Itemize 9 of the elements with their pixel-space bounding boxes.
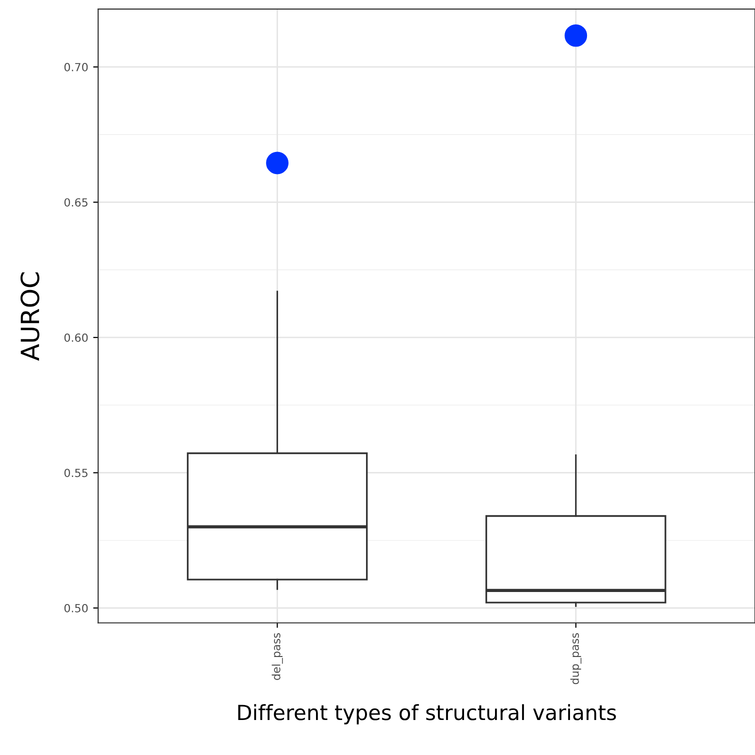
x-tick-label: dup_pass [570,633,582,684]
x-axis-title: Different types of structural variants [238,704,616,724]
y-tick-label: 0.50 [64,604,88,612]
x-tick-label: del_pass [272,633,283,680]
y-tick-label: 0.60 [64,333,88,342]
y-tick-label: 0.70 [64,62,88,72]
y-tick-label: 0.65 [64,198,88,207]
y-axis-title: AUROC [20,272,40,361]
y-tick-label: 0.55 [64,468,88,478]
